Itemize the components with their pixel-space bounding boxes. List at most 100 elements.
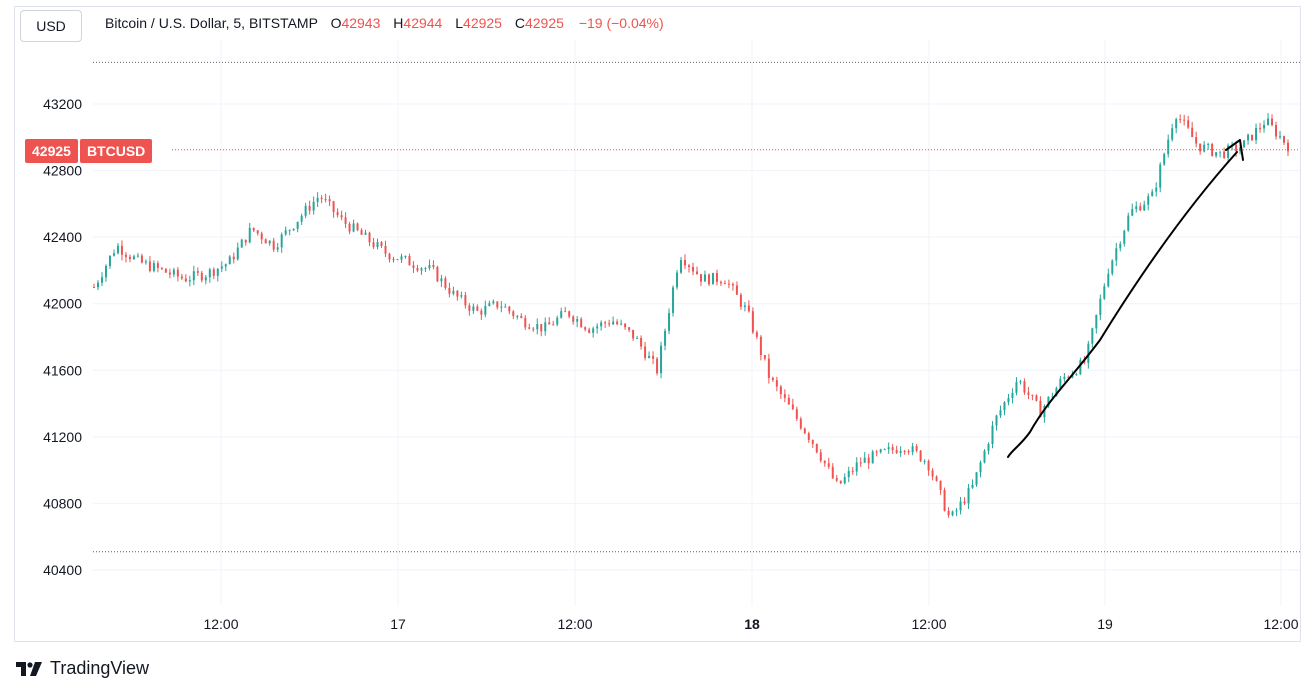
candle-body (1247, 134, 1250, 141)
candle-body (352, 223, 355, 232)
candle-body (316, 197, 319, 202)
candle-body (384, 245, 387, 254)
candle-body (707, 274, 710, 285)
candle-body (604, 322, 607, 324)
candle-body (1227, 145, 1230, 158)
candle-body (1207, 143, 1210, 145)
candle-body (108, 255, 111, 266)
candle-body (412, 265, 415, 268)
candle-body (340, 215, 343, 218)
candle-body (440, 278, 443, 282)
candle-body (268, 240, 271, 244)
x-tick-label: 12:00 (557, 616, 592, 632)
time-axis[interactable]: 12:00 17 12:00 18 12:00 19 12:00 (203, 616, 1298, 632)
candle-body (787, 397, 790, 405)
candle-body (156, 263, 159, 268)
high-label: H (393, 15, 404, 31)
candle-body (1283, 136, 1286, 143)
candle-body (524, 317, 527, 328)
candle-body (1099, 298, 1102, 315)
candle-body (1095, 314, 1098, 329)
candle-body (1219, 151, 1222, 153)
candle-body (136, 255, 139, 257)
candle-body (224, 264, 227, 267)
candle-body (815, 443, 818, 453)
candle-body (688, 265, 691, 267)
candle-body (644, 346, 647, 358)
candle-body (164, 268, 167, 273)
candle-body (436, 266, 439, 282)
candle-body (851, 470, 854, 472)
candle-body (528, 327, 531, 329)
y-tick-label: 43200 (43, 96, 82, 112)
currency-button[interactable]: USD (20, 10, 82, 42)
candle-body (975, 472, 978, 485)
candle-body (1111, 260, 1114, 274)
candle-body (699, 274, 702, 282)
close-value: 42925 (524, 15, 564, 31)
x-tick-label: 12:00 (911, 616, 946, 632)
annotation-arrowhead (1225, 139, 1244, 161)
candle-body (600, 322, 603, 327)
candle-body (1195, 137, 1198, 144)
candle-body (152, 263, 155, 272)
candle-body (144, 261, 147, 263)
candle-body (260, 233, 263, 240)
symbol-description[interactable]: Bitcoin / U.S. Dollar, 5, BITSTAMP (105, 15, 318, 31)
candle-body (759, 336, 762, 356)
price-axis[interactable]: 43200 42800 42400 42000 41600 41200 40800 40400 (43, 96, 82, 578)
candle-body (1055, 388, 1058, 397)
candle-body (867, 457, 870, 464)
candle-body (456, 290, 459, 297)
candle-body (1091, 328, 1094, 344)
candle-body (1123, 230, 1126, 244)
brand[interactable]: TradingView (16, 658, 149, 679)
candle-body (652, 355, 655, 359)
candle-body (320, 197, 323, 200)
candle-body (1171, 128, 1174, 140)
candle-body (1179, 119, 1182, 121)
y-tick-label: 41200 (43, 429, 82, 445)
candle-body (232, 256, 235, 260)
candle-body (104, 265, 107, 278)
candle-body (843, 477, 846, 484)
candle-body (568, 311, 571, 317)
candle-body (987, 443, 990, 451)
candle-body (124, 254, 127, 257)
candle-body (871, 451, 874, 464)
candle-body (376, 242, 379, 248)
candle-body (548, 322, 551, 325)
candle-body (220, 266, 223, 269)
candle-body (1087, 343, 1090, 363)
candle-body (280, 234, 283, 248)
candle-body (895, 450, 898, 453)
candle-body (791, 404, 794, 410)
candle-body (1003, 402, 1006, 411)
candle-body (863, 457, 866, 463)
candle-body (200, 272, 203, 281)
candle-body (1211, 143, 1214, 156)
y-tick-label: 40800 (43, 495, 82, 511)
candle-body (1007, 398, 1010, 403)
candle-body (368, 232, 371, 243)
candle-body (755, 332, 758, 337)
candle-body (743, 305, 746, 307)
candle-body (739, 294, 742, 307)
candle-body (763, 355, 766, 359)
candle-body (572, 316, 575, 322)
annotation-arrow (1007, 151, 1238, 458)
candle-body (779, 386, 782, 395)
candle-body (1103, 286, 1106, 299)
candle-body (1175, 119, 1178, 129)
candle-body (999, 410, 1002, 416)
candle-body (116, 245, 119, 254)
candle-body (448, 287, 451, 294)
candle-body (1279, 136, 1282, 138)
candle-body (112, 253, 115, 256)
candle-body (1107, 273, 1110, 287)
candle-body (588, 329, 591, 333)
candle-body (835, 478, 838, 481)
candle-body (771, 377, 774, 381)
candle-body (616, 321, 619, 325)
